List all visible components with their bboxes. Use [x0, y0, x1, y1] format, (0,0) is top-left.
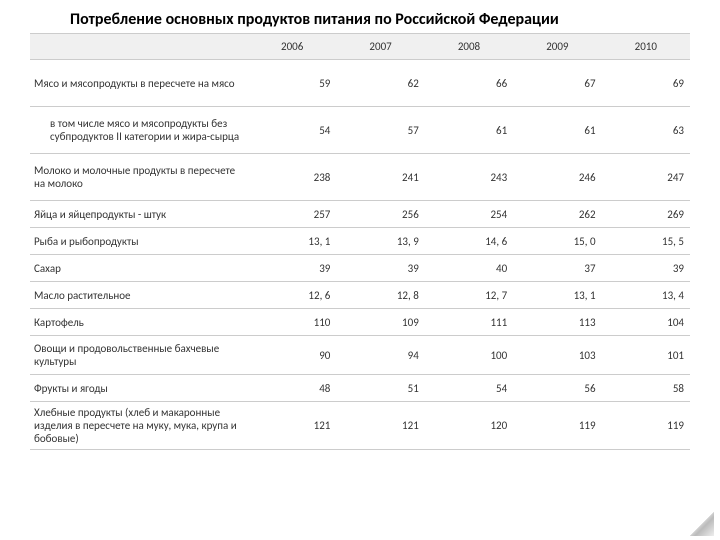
cell-value: 39: [248, 255, 336, 282]
col-year: 2008: [425, 34, 513, 60]
row-label: Мясо и мясопродукты в пересчете на мясо: [30, 60, 248, 107]
cell-value: 262: [513, 201, 601, 228]
table-container: 20062007200820092010 Мясо и мясопродукты…: [0, 33, 720, 450]
consumption-table: 20062007200820092010 Мясо и мясопродукты…: [30, 33, 690, 450]
cell-value: 12, 8: [336, 282, 424, 309]
cell-value: 56: [513, 375, 601, 402]
table-row: Яйца и яйцепродукты - штук25725625426226…: [30, 201, 690, 228]
table-row: Молоко и молочные продукты в пересчете н…: [30, 154, 690, 201]
cell-value: 62: [336, 60, 424, 107]
row-label: Масло растительное: [30, 282, 248, 309]
cell-value: 254: [425, 201, 513, 228]
table-body: Мясо и мясопродукты в пересчете на мясо5…: [30, 60, 690, 450]
cell-value: 13, 1: [513, 282, 601, 309]
row-label: Сахар: [30, 255, 248, 282]
row-label: Фрукты и ягоды: [30, 375, 248, 402]
row-label: Молоко и молочные продукты в пересчете н…: [30, 154, 248, 201]
cell-value: 120: [425, 402, 513, 450]
page-title: Потребление основных продуктов питания п…: [0, 0, 720, 33]
cell-value: 13, 1: [248, 228, 336, 255]
page-curl-icon: [684, 506, 714, 536]
cell-value: 100: [425, 336, 513, 375]
cell-value: 109: [336, 309, 424, 336]
cell-value: 66: [425, 60, 513, 107]
cell-value: 61: [513, 107, 601, 154]
cell-value: 238: [248, 154, 336, 201]
row-label: Овощи и продовольственные бахчевые культ…: [30, 336, 248, 375]
cell-value: 110: [248, 309, 336, 336]
cell-value: 54: [248, 107, 336, 154]
cell-value: 103: [513, 336, 601, 375]
cell-value: 69: [602, 60, 690, 107]
cell-value: 48: [248, 375, 336, 402]
cell-value: 243: [425, 154, 513, 201]
cell-value: 13, 9: [336, 228, 424, 255]
cell-value: 57: [336, 107, 424, 154]
cell-value: 257: [248, 201, 336, 228]
table-row: в том числе мясо и мясопродукты без субп…: [30, 107, 690, 154]
row-label: Картофель: [30, 309, 248, 336]
row-label: Рыба и рыбопродукты: [30, 228, 248, 255]
cell-value: 111: [425, 309, 513, 336]
cell-value: 13, 4: [602, 282, 690, 309]
table-row: Рыба и рыбопродукты13, 113, 914, 615, 01…: [30, 228, 690, 255]
cell-value: 40: [425, 255, 513, 282]
cell-value: 61: [425, 107, 513, 154]
table-row: Фрукты и ягоды4851545658: [30, 375, 690, 402]
col-year: 2007: [336, 34, 424, 60]
cell-value: 256: [336, 201, 424, 228]
table-row: Овощи и продовольственные бахчевые культ…: [30, 336, 690, 375]
cell-value: 94: [336, 336, 424, 375]
col-year: 2010: [602, 34, 690, 60]
table-row: Хлебные продукты (хлеб и макаронные изде…: [30, 402, 690, 450]
cell-value: 54: [425, 375, 513, 402]
cell-value: 104: [602, 309, 690, 336]
cell-value: 15, 0: [513, 228, 601, 255]
cell-value: 247: [602, 154, 690, 201]
cell-value: 246: [513, 154, 601, 201]
cell-value: 121: [248, 402, 336, 450]
table-header: 20062007200820092010: [30, 34, 690, 60]
cell-value: 119: [513, 402, 601, 450]
cell-value: 121: [336, 402, 424, 450]
col-blank: [30, 34, 248, 60]
cell-value: 67: [513, 60, 601, 107]
row-label: Яйца и яйцепродукты - штук: [30, 201, 248, 228]
table-row: Масло растительное12, 612, 812, 713, 113…: [30, 282, 690, 309]
cell-value: 113: [513, 309, 601, 336]
cell-value: 101: [602, 336, 690, 375]
cell-value: 241: [336, 154, 424, 201]
table-row: Мясо и мясопродукты в пересчете на мясо5…: [30, 60, 690, 107]
table-row: Сахар3939403739: [30, 255, 690, 282]
cell-value: 37: [513, 255, 601, 282]
table-row: Картофель110109111113104: [30, 309, 690, 336]
cell-value: 39: [602, 255, 690, 282]
col-year: 2006: [248, 34, 336, 60]
cell-value: 58: [602, 375, 690, 402]
cell-value: 14, 6: [425, 228, 513, 255]
cell-value: 63: [602, 107, 690, 154]
col-year: 2009: [513, 34, 601, 60]
cell-value: 90: [248, 336, 336, 375]
cell-value: 269: [602, 201, 690, 228]
cell-value: 51: [336, 375, 424, 402]
cell-value: 59: [248, 60, 336, 107]
cell-value: 12, 7: [425, 282, 513, 309]
cell-value: 15, 5: [602, 228, 690, 255]
cell-value: 119: [602, 402, 690, 450]
cell-value: 39: [336, 255, 424, 282]
row-label: в том числе мясо и мясопродукты без субп…: [30, 107, 248, 154]
row-label: Хлебные продукты (хлеб и макаронные изде…: [30, 402, 248, 450]
cell-value: 12, 6: [248, 282, 336, 309]
